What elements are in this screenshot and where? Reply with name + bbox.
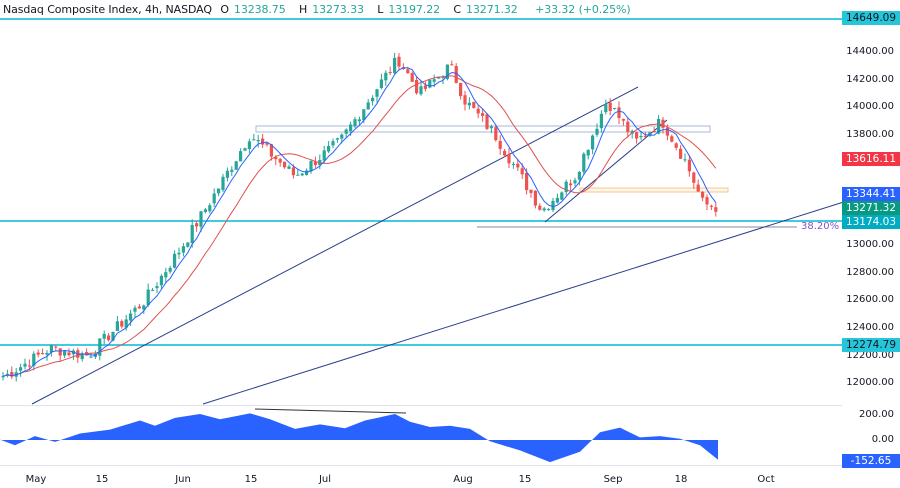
resistance-price-label: 14649.09 (842, 11, 900, 25)
price-tick: 14200.00 (846, 74, 894, 85)
lower-support-price-label: 12274.79 (842, 338, 900, 352)
time-tick: May (25, 474, 47, 485)
price-tick: 12200.00 (846, 350, 894, 361)
divergence-line (254, 408, 407, 414)
oscillator-tick: 0.00 (871, 434, 894, 445)
change-value: +33.32 (+0.25%) (535, 3, 631, 16)
oscillator-area (0, 413, 718, 463)
slow-ma-price-label: 13616.11 (842, 152, 900, 166)
support-price-label: 13174.03 (842, 215, 900, 229)
symbol-title: Nasdaq Composite Index, 4h, NASDAQ (3, 3, 212, 16)
open-value: O 13238.75 (220, 3, 286, 16)
price-tick: 12600.00 (846, 294, 894, 305)
price-tick: 13800.00 (846, 129, 894, 140)
fib-level-label: 38.20% (801, 221, 840, 232)
price-tick: 12800.00 (846, 267, 894, 278)
oscillator-value-label: -152.65 (842, 454, 900, 468)
price-tick: 14000.00 (846, 101, 894, 112)
trendline-2 (202, 199, 851, 405)
price-tick: 14400.00 (846, 46, 894, 57)
candles (1, 53, 718, 382)
time-tick: Oct (757, 474, 775, 485)
time-tick: Jul (318, 474, 332, 485)
time-tick: Jun (175, 474, 191, 485)
time-tick: Aug (453, 474, 473, 485)
time-tick: 15 (244, 474, 258, 485)
time-tick: 15 (518, 474, 532, 485)
last-price-label: 13271.32 (842, 201, 900, 215)
high-value: H 13273.33 (299, 3, 364, 16)
oscillator-tick: 200.00 (859, 409, 894, 420)
chart-header: Nasdaq Composite Index, 4h, NASDAQ O 1323… (3, 3, 636, 16)
time-tick: Sep (603, 474, 623, 485)
fast-ma-line (2, 67, 717, 377)
close-value: C 13271.32 (453, 3, 518, 16)
time-tick: 15 (95, 474, 109, 485)
fast-ma-price-label: 13344.41 (842, 187, 900, 201)
price-tick: 13000.00 (846, 239, 894, 250)
low-value: L 13197.22 (377, 3, 440, 16)
gap-zone (579, 187, 729, 193)
time-tick: 18 (674, 474, 688, 485)
price-tick: 12400.00 (846, 322, 894, 333)
resistance-zone (255, 125, 711, 133)
price-tick: 12000.00 (846, 377, 894, 388)
slow-ma-line (2, 75, 717, 377)
trendline-1 (31, 86, 639, 405)
